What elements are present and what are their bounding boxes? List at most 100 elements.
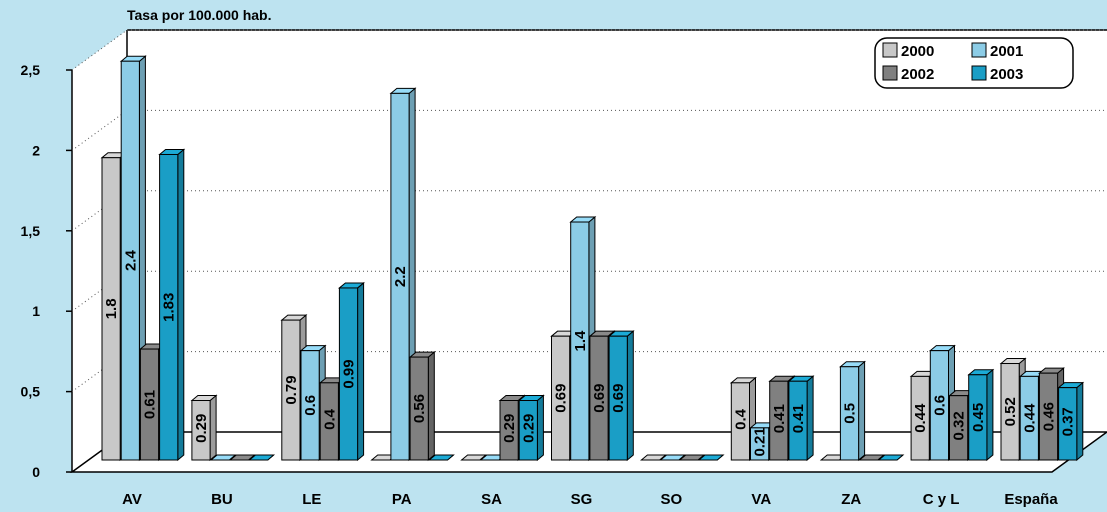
- x-tick-label: ZA: [841, 491, 861, 508]
- bar: 1.83: [158, 148, 186, 462]
- bar-front: [910, 375, 930, 461]
- data-label: 0.69: [610, 383, 627, 412]
- bar-side: [357, 281, 365, 462]
- legend-box: [874, 37, 1074, 89]
- data-label: 0.29: [501, 414, 518, 443]
- bar-front: [1038, 372, 1059, 461]
- y-tick-label: 1,5: [21, 223, 41, 239]
- data-label: 0.41: [790, 404, 807, 433]
- legend-swatch: [882, 65, 898, 81]
- data-label: 0.4: [732, 408, 749, 430]
- bar-front: [730, 382, 750, 461]
- bar-front: [949, 395, 969, 461]
- bar-front: [570, 221, 590, 461]
- bar-front: [319, 382, 339, 461]
- data-label: 0.44: [1021, 403, 1038, 433]
- bar-front: [139, 348, 160, 461]
- bar-front: [281, 319, 301, 461]
- bar: 0.29: [517, 394, 545, 462]
- legend-label: 2001: [990, 43, 1023, 60]
- data-label: 0.69: [553, 383, 570, 412]
- bar: 0.41: [787, 375, 815, 462]
- bar-front: [300, 350, 320, 461]
- bar-front: [409, 356, 429, 461]
- data-label: 0.5: [842, 403, 859, 424]
- bar-front: [390, 92, 410, 461]
- bar: 0.56: [408, 351, 436, 462]
- bar-front: [589, 335, 609, 461]
- bar-front: [929, 350, 949, 461]
- legend-swatch: [882, 42, 898, 58]
- data-label: 0.44: [912, 403, 929, 433]
- x-tick-label: VA: [751, 491, 771, 508]
- x-tick-label: SG: [571, 491, 593, 508]
- bar: 0.52: [999, 357, 1027, 462]
- bar-side: [1076, 381, 1084, 462]
- bar: [460, 454, 488, 461]
- bar: [248, 454, 276, 461]
- bar: [228, 454, 256, 461]
- data-label: 1.83: [161, 293, 178, 322]
- legend-swatch: [971, 65, 987, 81]
- x-tick-label: BU: [211, 491, 233, 508]
- bar: 0.37: [1057, 381, 1085, 462]
- axis-layer: 0 0,5 1 1,5 2 2,5 AV BU LE PA SA SG SO VA ZA C y L Españ…: [21, 62, 1059, 508]
- bar-side: [427, 351, 435, 462]
- bar: [678, 454, 706, 461]
- bar-front: [750, 427, 770, 461]
- bar-front: [551, 335, 571, 461]
- bar: [209, 454, 237, 461]
- legend: 2000 2001 2002 2003: [874, 37, 1074, 89]
- bar-front: [1058, 387, 1078, 461]
- bar-side: [986, 368, 994, 462]
- bar-front: [101, 157, 121, 461]
- bar: 0.69: [607, 330, 635, 462]
- data-label: 0.61: [142, 390, 159, 419]
- data-label: 0.21: [752, 427, 769, 456]
- bar-side: [806, 375, 814, 462]
- bar-side: [858, 360, 866, 462]
- bar-front: [769, 380, 789, 461]
- y-tick-label: 1: [32, 303, 40, 319]
- data-label: 1.4: [572, 330, 589, 352]
- data-label: 0.6: [931, 395, 948, 416]
- legend-label: 2003: [990, 66, 1023, 83]
- bar-side: [177, 148, 185, 462]
- data-label: 0.52: [1002, 397, 1019, 426]
- bar-front: [518, 400, 538, 461]
- bar-side: [626, 330, 634, 462]
- plot-back-wall: [127, 30, 1107, 432]
- data-label: 0.41: [771, 404, 788, 433]
- data-label: 0.69: [591, 383, 608, 412]
- gridline-side: [71, 109, 128, 151]
- bar-front: [159, 153, 179, 461]
- y-tick-label: 0: [32, 464, 40, 480]
- x-tick-label: PA: [392, 491, 412, 508]
- bar-front: [1000, 363, 1020, 461]
- bar-front: [788, 380, 808, 461]
- y-tick-label: 0,5: [21, 384, 41, 400]
- bar: 0.29: [190, 394, 218, 462]
- data-label: 0.32: [951, 411, 968, 440]
- chart-subtitle: Tasa por 100.000 hab.: [127, 7, 271, 23]
- data-label: 1.8: [103, 298, 120, 319]
- x-tick-label: SO: [661, 491, 683, 508]
- bar: 0.5: [839, 360, 866, 462]
- bar-front: [338, 287, 359, 461]
- data-label: 2.4: [122, 250, 139, 272]
- bar-front: [120, 60, 140, 461]
- data-label: 0.99: [341, 359, 358, 388]
- bar-front: [191, 400, 211, 461]
- data-label: 0.56: [411, 394, 428, 423]
- data-label: 0.4: [321, 408, 338, 430]
- data-label: 0.29: [520, 414, 537, 443]
- bar: 0.45: [967, 368, 995, 462]
- bar: [697, 454, 725, 461]
- bar-front: [1019, 375, 1039, 461]
- bar: [640, 454, 667, 461]
- x-tick-label: LE: [302, 491, 321, 508]
- legend-label: 2002: [901, 66, 934, 83]
- bar-side: [536, 394, 544, 462]
- x-tick-label: SA: [481, 491, 502, 508]
